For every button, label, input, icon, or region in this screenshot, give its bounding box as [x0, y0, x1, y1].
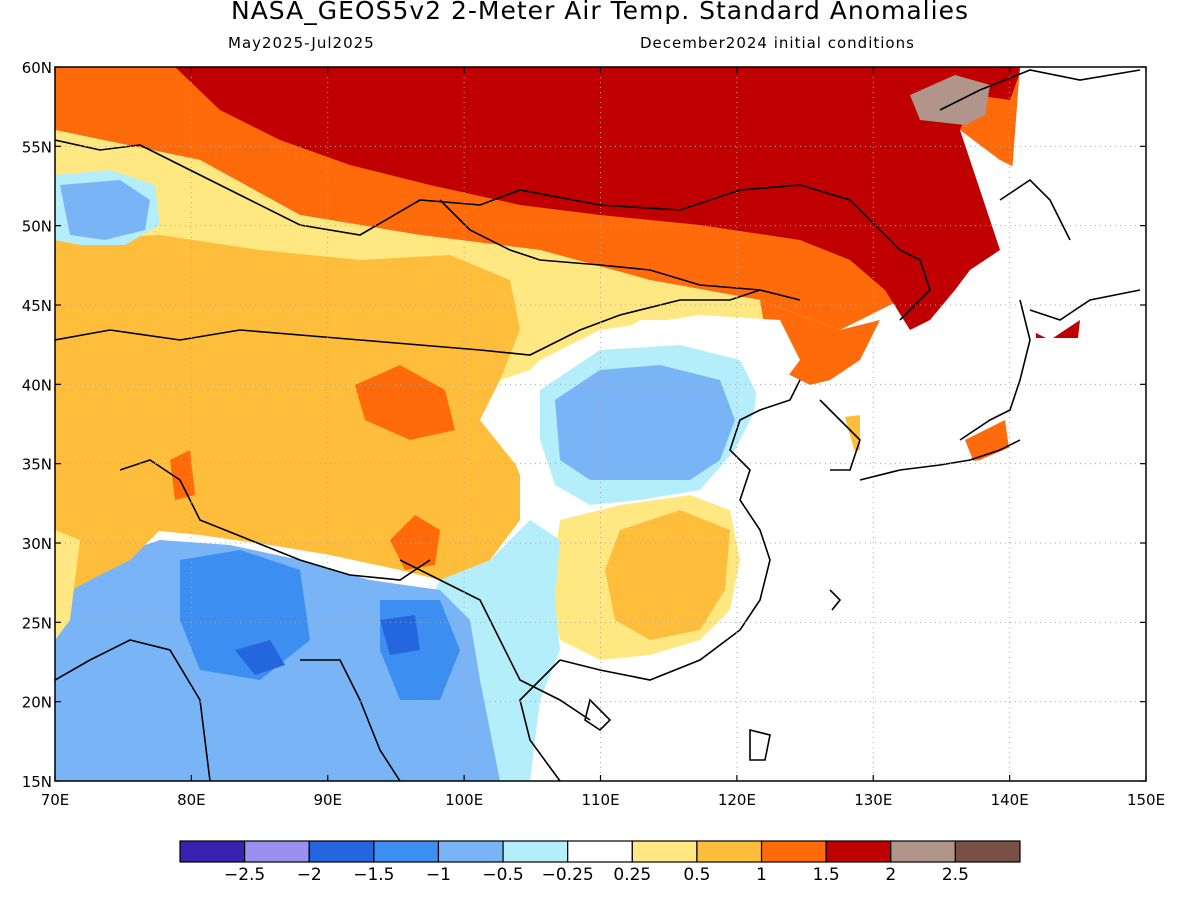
- lon-tick-label: 70E: [41, 791, 70, 809]
- lon-tick-label: 110E: [581, 791, 619, 809]
- lon-tick-label: 120E: [718, 791, 756, 809]
- colorbar-tick-label: −1: [426, 865, 451, 885]
- gridlines: [55, 67, 1146, 781]
- colorbar-tick-label: 0.5: [683, 865, 710, 885]
- colorbar-tick-label: −0.25: [542, 865, 594, 885]
- colorbar-swatch: [696, 840, 763, 863]
- colorbar-tick-label: −2: [297, 865, 322, 885]
- lat-tick-label: 55N: [22, 138, 52, 156]
- map-title: NASA_GEOS5v2 2-Meter Air Temp. Standard …: [231, 0, 969, 25]
- colorbar-swatch: [244, 840, 310, 863]
- anomaly-field: [55, 67, 1146, 781]
- colorbar-tick-label: 2: [885, 865, 896, 885]
- lat-tick-label: 60N: [22, 59, 52, 77]
- colorbar-swatch: [373, 840, 440, 863]
- lon-tick-label: 100E: [445, 791, 483, 809]
- colorbar-swatch: [308, 840, 375, 863]
- colorbar-tick-label: −2.5: [224, 865, 265, 885]
- colorbar-tick-label: 2.5: [942, 865, 969, 885]
- lat-tick-label: 25N: [22, 614, 52, 632]
- lat-tick-label: 40N: [22, 376, 52, 394]
- latitude-tick-labels: 60N 55N 50N 45N 40N 35N 30N 25N 20N 15N: [22, 59, 52, 791]
- colorbar-tick-label: 0.25: [613, 865, 651, 885]
- lat-tick-label: 30N: [22, 535, 52, 553]
- initial-conditions: December2024 initial conditions: [640, 34, 915, 52]
- colorbar-tick-label: −1.5: [353, 865, 394, 885]
- lon-tick-label: 90E: [313, 791, 342, 809]
- colorbar-swatch: [954, 840, 1021, 863]
- colorbar-swatch: [179, 840, 246, 863]
- colorbar-tick-label: −0.5: [482, 865, 523, 885]
- lat-tick-label: 50N: [22, 218, 52, 236]
- colorbar-swatch: [890, 840, 956, 863]
- colorbar: [179, 840, 1021, 863]
- lon-tick-label: 80E: [177, 791, 206, 809]
- lat-tick-label: 20N: [22, 694, 52, 712]
- tick-marks: [54, 66, 1147, 782]
- colorbar-swatch: [502, 840, 569, 863]
- colorbar-swatch: [437, 840, 504, 863]
- lon-tick-label: 130E: [854, 791, 892, 809]
- lon-tick-label: 150E: [1127, 791, 1165, 809]
- lat-tick-label: 45N: [22, 297, 52, 315]
- lat-tick-label: 35N: [22, 456, 52, 474]
- longitude-tick-labels: 70E 80E 90E 100E 110E 120E 130E 140E 150E: [41, 791, 1165, 809]
- colorbar-labels: −2.5 −2 −1.5 −1 −0.5 −0.25 0.25 0.5 1 1.5 2 2.5: [224, 865, 969, 885]
- colorbar-tick-label: 1.5: [813, 865, 840, 885]
- lat-tick-label: 15N: [22, 773, 52, 791]
- lon-tick-label: 140E: [991, 791, 1029, 809]
- colorbar-swatch: [825, 840, 892, 863]
- colorbar-swatch: [760, 840, 827, 863]
- colorbar-swatch: [567, 840, 633, 863]
- forecast-period: May2025-Jul2025: [228, 34, 375, 52]
- colorbar-swatch: [631, 840, 698, 863]
- colorbar-tick-label: 1: [756, 865, 767, 885]
- coastline-borders: [55, 69, 1141, 781]
